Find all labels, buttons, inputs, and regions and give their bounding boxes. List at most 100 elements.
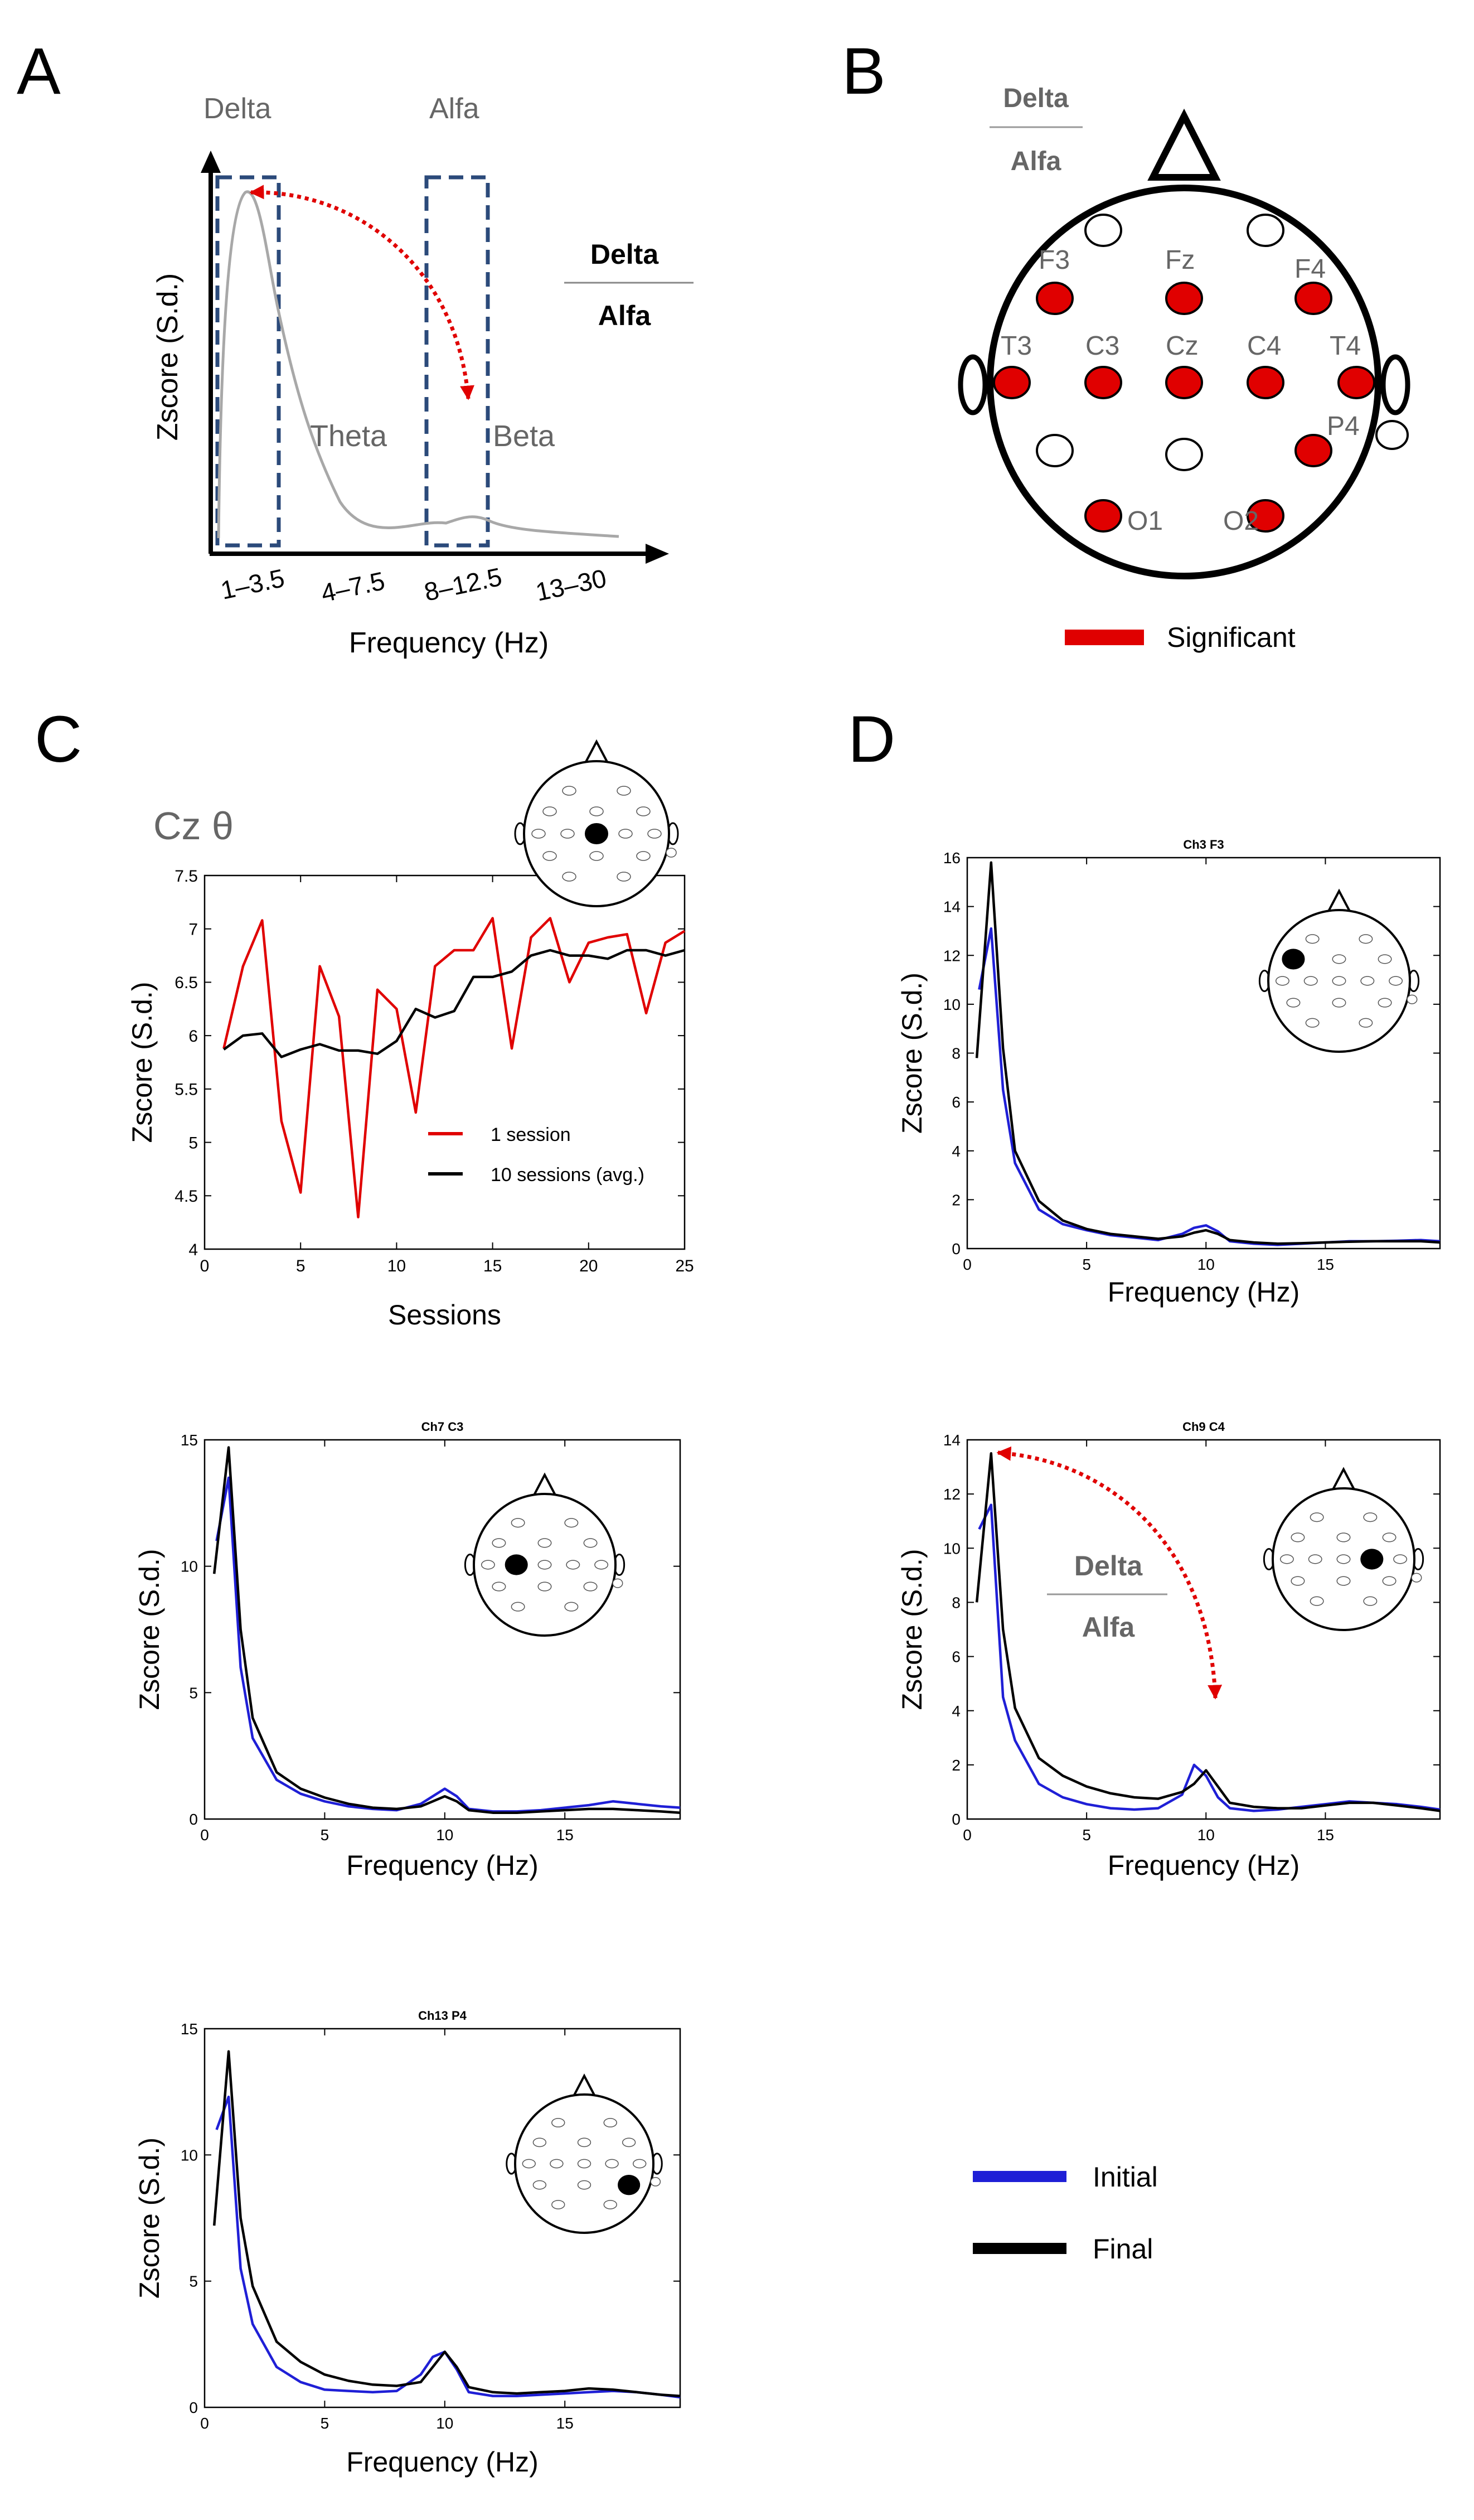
x-tick-label: 5: [296, 1257, 306, 1275]
mini-electrode: [1363, 1596, 1378, 1606]
tick-label-2: 4–7.5: [318, 566, 387, 608]
mini-electrode: [492, 1538, 506, 1548]
mini-electrode: [1291, 1532, 1305, 1542]
mini-nose: [1326, 888, 1352, 913]
y-axis-label: Zscore (S.d.): [127, 982, 158, 1143]
x-tick-label: 10: [387, 1257, 406, 1275]
mini-electrode: [481, 1560, 495, 1570]
x-tick-label: 5: [321, 2415, 329, 2432]
x-axis-label: Frequency (Hz): [1108, 1276, 1300, 1308]
chart-ch13-p4: 0 5 10 15 0 5 10 15 Ch13 P4 Frequency (Hz) Zscore …: [134, 2009, 681, 2478]
electrode-label: T4: [1330, 331, 1361, 361]
y-tick-label: 12: [943, 1486, 961, 1503]
y-tick-label: 16: [943, 849, 961, 867]
electrode-label: T3: [1001, 331, 1032, 361]
mini-electrode: [511, 1518, 525, 1528]
mini-electrode: [1286, 998, 1301, 1008]
mini-electrode: [603, 2200, 617, 2209]
mini-electrode: [560, 829, 575, 839]
delta-band-box: [215, 175, 281, 548]
panel-a: A Delta Alfa Theta Beta Zscore (S.d.) 1–…: [17, 35, 694, 659]
y-tick-label: 14: [943, 898, 961, 916]
mini-electrode: [577, 2180, 591, 2190]
x-tick-label: 5: [1082, 1256, 1091, 1273]
mini-electrode: [622, 2137, 636, 2147]
y-tick-label: 8: [952, 1045, 961, 1062]
series-line-final: [975, 861, 1441, 1245]
x-axis-arrowhead: [646, 544, 669, 564]
plot-frame: [203, 2028, 681, 2408]
y-tick-label: 2: [952, 1757, 961, 1774]
electrode-label: P4: [1327, 412, 1360, 441]
panel-label-c: C: [35, 703, 82, 776]
cz-theta-title: Cz θ: [153, 804, 234, 848]
mini-electrode: [1336, 1554, 1351, 1564]
mini-electrode-highlighted: [585, 823, 608, 844]
electrode: [1165, 366, 1203, 399]
y-axis-label: Zscore (S.d.): [152, 273, 184, 441]
x-tick-label: 25: [675, 1257, 694, 1275]
mini-electrode: [603, 2118, 617, 2127]
y-tick-label: 6: [952, 1094, 961, 1111]
legend-initial-label: Initial: [1093, 2161, 1158, 2193]
mini-electrode: [531, 829, 546, 839]
x-tick-label: 5: [321, 1826, 329, 1844]
x-tick-label: 0: [963, 1256, 972, 1273]
legend-10-sessions-label: 10 sessions (avg.): [491, 1164, 644, 1186]
chart-ch3-f3: 0 5 10 15 0 2 4 6 8 10 12 14 16 Ch3 F3 Frequency (Hz) Z…: [896, 838, 1441, 1308]
band-label-beta: Beta: [493, 419, 555, 453]
mini-electrode: [633, 2159, 647, 2169]
y-tick-label: 2: [952, 1191, 961, 1208]
mini-electrode: [1291, 1576, 1305, 1586]
y-tick-label: 5: [189, 1684, 198, 1701]
mini-electrode: [583, 1581, 598, 1592]
chart-cz-theta: 0 5 10 15 20 25 4 4.5 5 5.5 6 6.5 7 7.5 Sessions Zscore…: [127, 867, 694, 1331]
mini-head-f3: [1258, 888, 1420, 1053]
x-tick-label: 15: [483, 1257, 502, 1275]
mini-electrode: [1310, 1512, 1324, 1522]
x-tick-label: 10: [1197, 1256, 1215, 1273]
tick-label-3: 8–12.5: [421, 562, 504, 607]
mini-electrode-highlighted: [1360, 1549, 1384, 1570]
mini-ear-marker: [612, 1578, 623, 1588]
electrode: [1084, 366, 1122, 399]
mini-electrode: [577, 2137, 591, 2147]
x-tick-label: 10: [436, 2415, 453, 2432]
chart-title: Ch7 C3: [421, 1420, 464, 1434]
mini-electrode: [532, 2180, 547, 2190]
mini-electrode: [577, 2159, 591, 2169]
series-line-1-session: [222, 917, 686, 1218]
x-axis-label: Sessions: [388, 1299, 501, 1331]
electrode-label: C3: [1085, 331, 1119, 361]
x-tick-label: 15: [556, 2415, 574, 2432]
chart-title: Ch9 C4: [1182, 1420, 1225, 1434]
mini-electrode: [647, 829, 662, 839]
series-line-final: [212, 2050, 681, 2397]
head-map: F3 Fz F4 T3 C3 Cz C4 T4 P4 O1 O2: [958, 108, 1410, 579]
panel-label-a: A: [17, 35, 61, 108]
mini-electrode: [1332, 954, 1346, 964]
y-axis-label: Zscore (S.d.): [896, 973, 928, 1134]
x-tick-label: 10: [1197, 1826, 1215, 1844]
x-tick-label: 5: [1082, 1826, 1091, 1844]
electrode: [1294, 282, 1332, 315]
mini-electrode: [1332, 998, 1346, 1008]
mini-nose: [583, 739, 610, 764]
y-tick-label: 15: [181, 1431, 198, 1449]
electrode: [1036, 434, 1074, 467]
x-tick-label: 0: [200, 1826, 209, 1844]
alfa-band-box: [424, 175, 490, 548]
mini-electrode: [636, 806, 651, 816]
y-axis-label: Zscore (S.d.): [134, 2137, 165, 2299]
electrode-label: O2: [1223, 506, 1259, 536]
head-left-ear: [958, 354, 988, 415]
mini-electrode: [594, 1560, 609, 1570]
mini-electrode: [562, 872, 576, 882]
x-tick-label: 0: [200, 1257, 210, 1275]
panel-label-b: B: [842, 35, 886, 108]
electrode: [1247, 499, 1284, 533]
band-label-alfa: Alfa: [429, 93, 479, 125]
mini-electrode: [522, 2159, 536, 2169]
mini-nose: [571, 2073, 597, 2097]
mini-electrode: [583, 1538, 598, 1548]
